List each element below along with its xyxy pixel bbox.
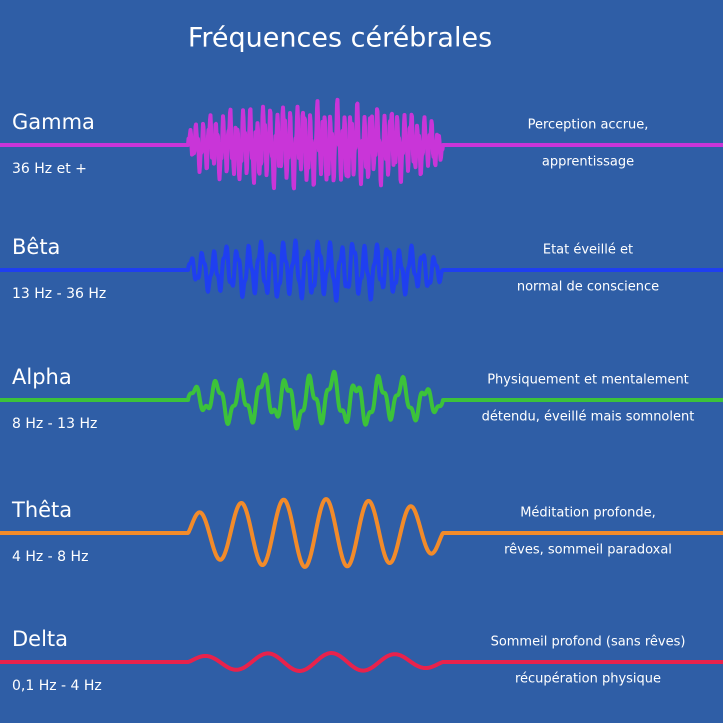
band-range: 8 Hz - 13 Hz	[12, 416, 97, 432]
band-description: Perception accrue,	[528, 118, 649, 133]
band-description: Physiquement et mentalement	[487, 373, 689, 388]
band-name: Delta	[12, 627, 68, 651]
band-description: apprentissage	[542, 155, 634, 170]
band-name: Bêta	[12, 235, 60, 259]
wave	[0, 97, 723, 191]
band-name: Gamma	[12, 110, 95, 134]
wave	[0, 238, 723, 303]
band-description: récupération physique	[515, 672, 661, 687]
band-range: 36 Hz et +	[12, 161, 87, 177]
band-description: Sommeil profond (sans rêves)	[491, 635, 686, 650]
band-range: 0,1 Hz - 4 Hz	[12, 678, 102, 694]
wave	[0, 651, 723, 673]
band-description: rêves, sommeil paradoxal	[504, 543, 672, 558]
band-name: Thêta	[11, 498, 72, 522]
title: Fréquences cérébrales	[188, 23, 492, 54]
wave	[0, 369, 723, 431]
band-description: Etat éveillé et	[543, 243, 633, 258]
wave	[0, 497, 723, 569]
band-range: 13 Hz - 36 Hz	[12, 286, 106, 302]
band-range: 4 Hz - 8 Hz	[12, 549, 88, 565]
band-description: normal de conscience	[517, 280, 659, 295]
band-description: Méditation profonde,	[520, 506, 656, 521]
band-description: détendu, éveillé mais somnolent	[482, 410, 695, 425]
band-name: Alpha	[12, 365, 72, 389]
